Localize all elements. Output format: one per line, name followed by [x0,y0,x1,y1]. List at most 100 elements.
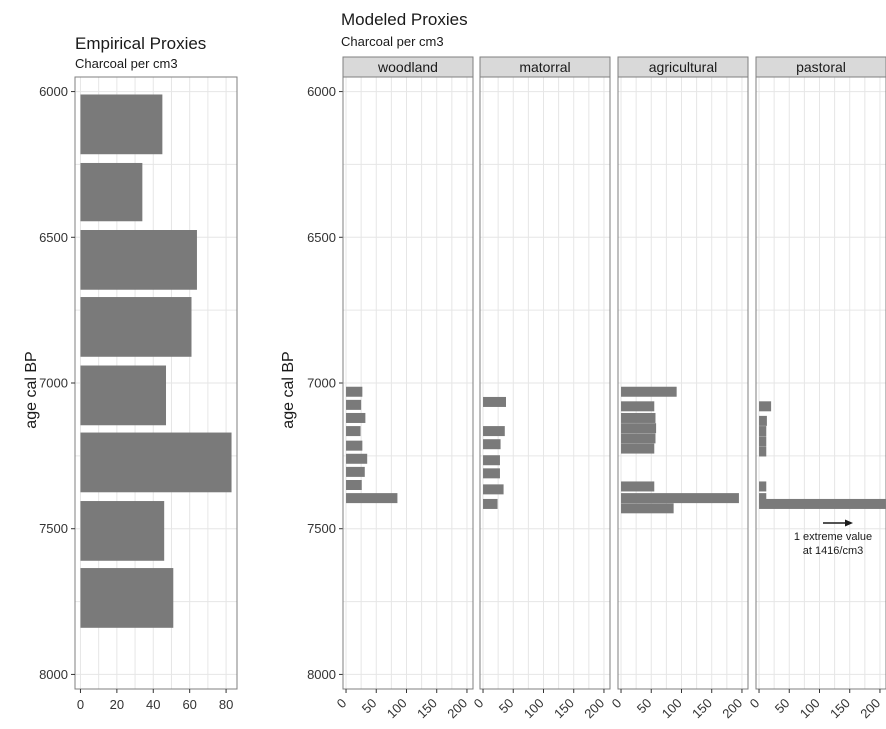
empirical-bar [80,94,163,155]
modeled-x-tick-label: 0 [334,695,350,711]
empirical-bars [80,94,232,628]
modeled-x-tick-label: 200 [857,695,883,721]
empirical-x-tick-label: 20 [110,697,124,712]
modeled-bar [346,440,363,451]
facet-panel-pastoral: pastoral 0 50 100 150 200 [747,56,886,721]
modeled-bar [346,426,361,437]
modeled-bar [759,436,767,447]
modeled-x-tick-label: 0 [747,695,763,711]
modeled-x-tick-label: 150 [414,695,440,721]
empirical-subtitle: Charcoal per cm3 [75,56,178,71]
modeled-bar [759,415,767,426]
facet-panel-border [755,76,886,690]
modeled-y-tick-label: 7000 [307,376,336,391]
extreme-value-arrow-head [845,519,853,527]
modeled-bar [621,493,739,504]
empirical-title: Empirical Proxies [75,34,206,53]
modeled-x-tick-label: 150 [689,695,715,721]
modeled-y-tick-label: 6000 [307,84,336,99]
modeled-x-tick-label: 100 [521,695,547,721]
facet-panel-border [617,76,749,690]
modeled-y-tick-label: 7500 [307,521,336,536]
modeled-bar [346,386,363,397]
modeled-bar [483,439,501,450]
modeled-bar [483,396,506,407]
empirical-x-tick-label: 0 [77,697,84,712]
modeled-bar [621,423,657,434]
modeled-bar [621,433,656,444]
modeled-title: Modeled Proxies [341,10,468,29]
modeled-y-tick-label: 8000 [307,667,336,682]
empirical-bar [80,501,165,561]
modeled-bar [621,443,655,454]
modeled-bar [759,481,767,492]
modeled-bar [483,455,500,466]
modeled-bar [346,399,362,410]
extreme-value-note-line2: at 1416/cm3 [803,545,864,557]
facet-panel-border [479,76,611,690]
modeled-bar [621,412,656,423]
modeled-y-ticks: 6000 6500 7000 7500 8000 [307,84,343,682]
modeled-y-axis-title: age cal BP [280,351,297,428]
modeled-x-tick-label: 50 [496,695,517,716]
modeled-x-tick-label: 150 [551,695,577,721]
facet-strip-label: agricultural [649,59,717,75]
empirical-y-tick-label: 6000 [39,84,68,99]
empirical-bar [80,230,197,290]
modeled-bar [483,498,498,509]
empirical-y-tick-label: 7500 [39,521,68,536]
modeled-bar [483,468,500,479]
empirical-bar [80,432,232,493]
modeled-bar [759,446,767,457]
empirical-y-tick-label: 6500 [39,230,68,245]
modeled-bar [621,386,677,397]
modeled-bar [759,401,772,412]
modeled-bar [621,401,655,412]
modeled-subtitle: Charcoal per cm3 [341,34,444,49]
modeled-bar [346,480,362,490]
facet-strip-label: pastoral [796,59,846,75]
modeled-bar [483,484,504,495]
empirical-y-ticks: 6000 6500 7000 7500 8000 [39,84,75,682]
facet-strip-label: matorral [519,59,570,75]
empirical-bar [80,162,143,222]
empirical-y-tick-label: 7000 [39,376,68,391]
modeled-bar [483,426,505,437]
modeled-bar [759,493,767,504]
modeled-x-tick-label: 50 [634,695,655,716]
modeled-x-tick-label: 50 [359,695,380,716]
facet-panel-agricultural: agricultural 0 50 100 150 200 [609,56,749,721]
facet-panel-border [342,76,474,690]
empirical-y-axis-title: age cal BP [23,351,40,428]
modeled-bar [621,503,674,514]
pastoral-annotation: 1 extreme value at 1416/cm3 [794,519,872,557]
modeled-bar [346,493,398,504]
modeled-x-tick-label: 200 [444,695,470,721]
modeled-x-tick-label: 0 [471,695,487,711]
empirical-y-tick-label: 8000 [39,667,68,682]
facet-panel-matorral: matorral 0 50 100 150 200 [471,56,611,721]
modeled-y-tick-label: 6500 [307,230,336,245]
extreme-value-bar [759,498,886,509]
empirical-chart: Empirical Proxies Charcoal per cm3 age c… [23,34,238,712]
modeled-bar [346,412,366,423]
modeled-x-tick-label: 100 [797,695,823,721]
extreme-value-note-line1: 1 extreme value [794,531,872,543]
empirical-x-tick-label: 80 [219,697,233,712]
facet-panel-woodland: woodland 0 50 100 150 200 [334,56,474,721]
modeled-bar [346,453,368,464]
empirical-x-ticks: 0 20 40 60 80 [77,689,233,712]
empirical-bar [80,365,167,426]
modeled-bar [759,426,767,437]
empirical-bar [80,297,192,357]
facet-strip-label: woodland [377,59,438,75]
modeled-x-tick-label: 150 [827,695,853,721]
modeled-x-tick-label: 100 [384,695,410,721]
empirical-bar [80,568,174,628]
modeled-bar [621,481,655,492]
modeled-chart: Modeled Proxies Charcoal per cm3 age cal… [280,10,886,721]
empirical-x-tick-label: 60 [182,697,196,712]
modeled-bar [346,466,365,477]
